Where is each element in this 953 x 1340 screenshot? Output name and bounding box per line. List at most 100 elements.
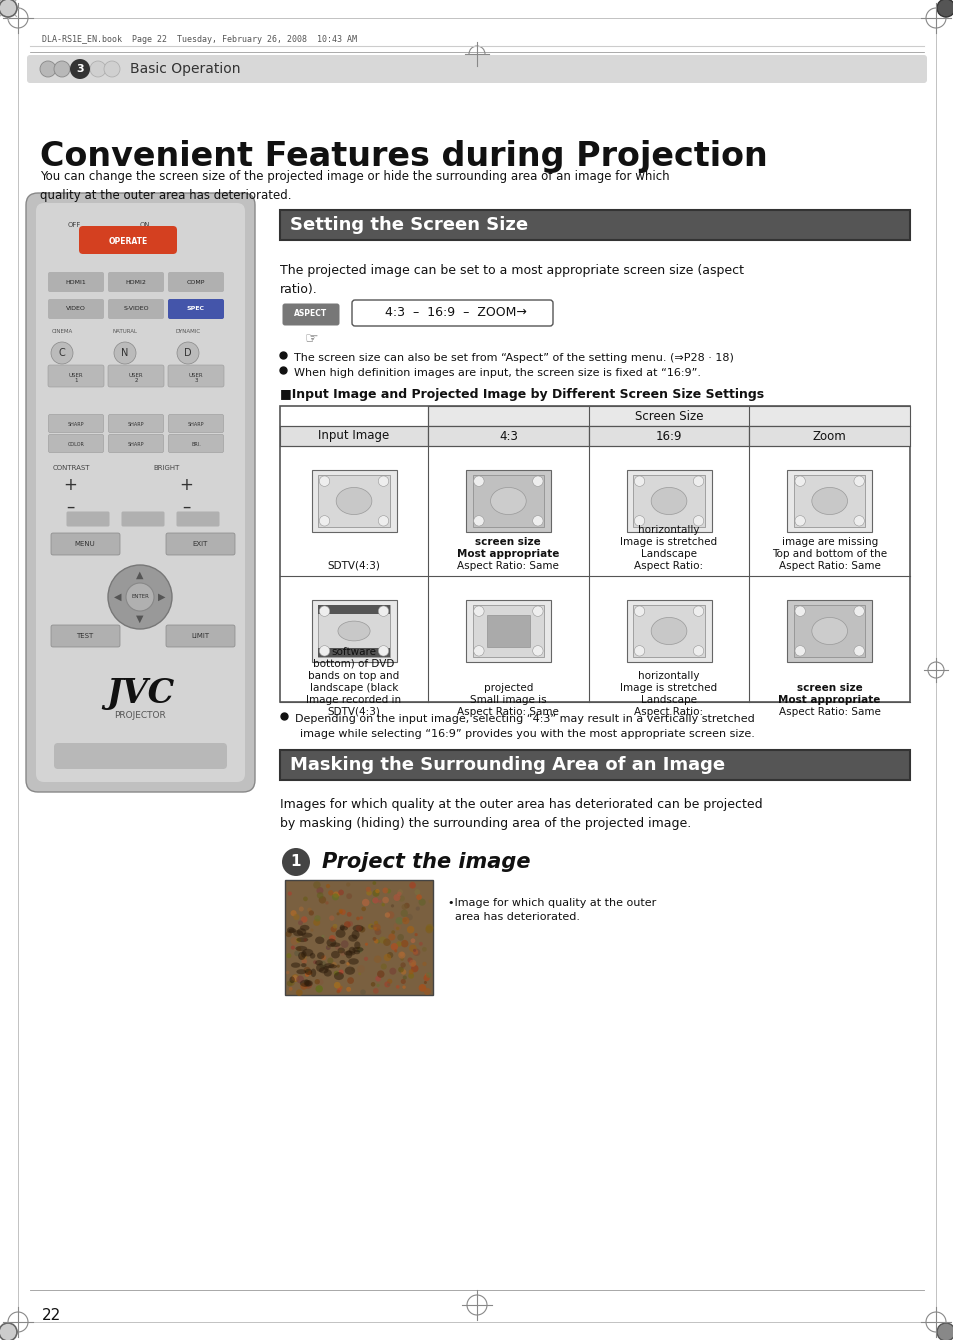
FancyBboxPatch shape (48, 299, 104, 319)
Ellipse shape (289, 988, 293, 990)
Ellipse shape (416, 894, 421, 900)
Ellipse shape (361, 899, 369, 906)
Ellipse shape (413, 949, 420, 955)
Ellipse shape (380, 963, 387, 970)
Ellipse shape (421, 947, 426, 951)
Ellipse shape (343, 951, 355, 955)
Bar (472, 474, 543, 527)
Ellipse shape (409, 882, 416, 888)
Ellipse shape (309, 910, 314, 915)
Text: SHARP: SHARP (128, 422, 144, 426)
Ellipse shape (347, 977, 354, 984)
Ellipse shape (373, 988, 378, 994)
Text: 22: 22 (42, 1308, 61, 1323)
Ellipse shape (314, 937, 324, 945)
Text: ▶: ▶ (158, 592, 166, 602)
Text: CONTRAST: CONTRAST (53, 465, 91, 470)
Ellipse shape (291, 974, 299, 982)
FancyBboxPatch shape (54, 742, 227, 769)
Ellipse shape (292, 976, 297, 981)
Ellipse shape (354, 950, 360, 954)
Ellipse shape (291, 946, 294, 950)
Bar (588, 426, 748, 446)
Ellipse shape (295, 946, 307, 951)
Text: BRIGHT: BRIGHT (152, 465, 179, 470)
Ellipse shape (336, 913, 339, 915)
Ellipse shape (287, 981, 293, 986)
Text: JVC: JVC (107, 677, 174, 709)
Ellipse shape (383, 938, 391, 946)
Ellipse shape (340, 910, 346, 915)
Ellipse shape (374, 927, 376, 930)
Text: Basic Operation: Basic Operation (130, 62, 240, 76)
FancyBboxPatch shape (49, 434, 103, 453)
Circle shape (532, 516, 542, 527)
Ellipse shape (303, 966, 311, 974)
Ellipse shape (418, 942, 422, 946)
Ellipse shape (295, 938, 301, 943)
Text: image are missing: image are missing (781, 537, 877, 547)
Circle shape (51, 342, 73, 364)
Ellipse shape (344, 921, 351, 927)
Circle shape (794, 606, 804, 616)
Ellipse shape (373, 923, 380, 931)
Ellipse shape (425, 926, 433, 934)
Ellipse shape (346, 986, 351, 992)
Text: SHARP: SHARP (128, 441, 144, 446)
Circle shape (693, 516, 703, 527)
Circle shape (319, 646, 330, 657)
Ellipse shape (287, 927, 294, 934)
Ellipse shape (398, 895, 404, 902)
Ellipse shape (424, 973, 429, 978)
Text: MENU: MENU (74, 541, 95, 547)
Text: When high definition images are input, the screen size is fixed at “16:9”.: When high definition images are input, t… (294, 369, 700, 378)
Ellipse shape (397, 890, 402, 895)
Ellipse shape (332, 894, 338, 900)
Ellipse shape (399, 951, 404, 957)
FancyBboxPatch shape (36, 202, 245, 783)
Ellipse shape (346, 894, 352, 899)
Ellipse shape (408, 973, 414, 978)
Circle shape (693, 646, 703, 657)
Ellipse shape (402, 985, 405, 989)
Ellipse shape (293, 914, 299, 921)
FancyBboxPatch shape (48, 364, 104, 387)
Circle shape (794, 476, 804, 486)
Ellipse shape (400, 969, 406, 974)
Ellipse shape (328, 890, 334, 895)
Ellipse shape (651, 618, 686, 645)
Circle shape (853, 476, 863, 486)
Ellipse shape (313, 882, 320, 888)
Ellipse shape (379, 937, 386, 943)
Ellipse shape (333, 923, 337, 929)
Ellipse shape (329, 915, 335, 921)
Text: Top and bottom of the: Top and bottom of the (771, 549, 886, 559)
FancyBboxPatch shape (352, 300, 553, 326)
FancyBboxPatch shape (168, 272, 224, 292)
Circle shape (936, 1323, 953, 1340)
Ellipse shape (388, 934, 395, 941)
Text: image while selecting “16:9” provides you with the most appropriate screen size.: image while selecting “16:9” provides yo… (299, 729, 754, 738)
Ellipse shape (356, 965, 364, 973)
Ellipse shape (335, 930, 345, 938)
Circle shape (113, 342, 136, 364)
Text: CINEMA: CINEMA (51, 330, 72, 334)
Ellipse shape (400, 962, 405, 967)
Circle shape (532, 476, 542, 486)
Ellipse shape (375, 888, 379, 894)
Ellipse shape (339, 925, 345, 930)
Ellipse shape (347, 913, 352, 917)
Ellipse shape (396, 934, 403, 941)
Ellipse shape (397, 966, 403, 973)
Text: bands on top and: bands on top and (308, 671, 399, 681)
Ellipse shape (318, 967, 328, 973)
Ellipse shape (296, 937, 308, 942)
Text: Image recorded in: Image recorded in (306, 695, 401, 705)
Ellipse shape (374, 955, 381, 963)
Ellipse shape (352, 930, 359, 939)
Circle shape (378, 516, 388, 527)
Ellipse shape (384, 981, 390, 988)
FancyBboxPatch shape (169, 434, 223, 453)
Bar (786, 470, 871, 532)
Ellipse shape (375, 929, 381, 935)
